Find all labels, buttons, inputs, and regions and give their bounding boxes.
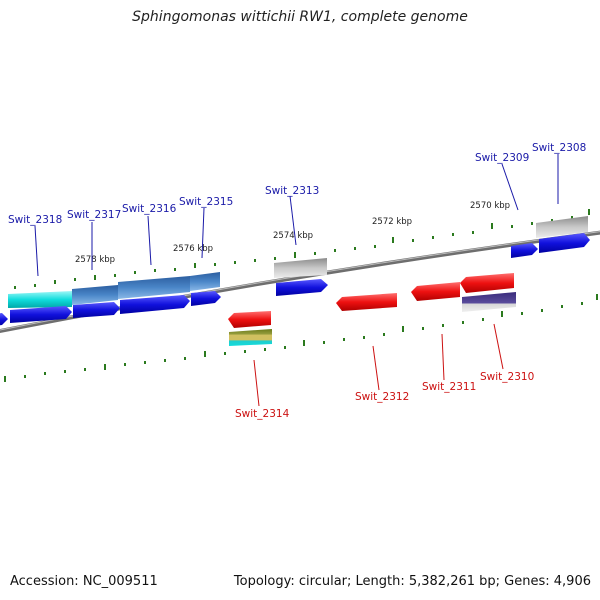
feature-swit-2317-annotation[interactable]: [72, 285, 118, 305]
feature-swit-2310-annotation[interactable]: [462, 292, 516, 312]
gene-label-swit-2314[interactable]: Swit_2314: [235, 408, 290, 420]
gene-label-swit-2310[interactable]: Swit_2310: [480, 371, 534, 383]
gene-forward-edge[interactable]: [0, 313, 8, 326]
feature-swit-2316-annotation[interactable]: [118, 276, 190, 299]
gene-swit-2313[interactable]: [276, 279, 328, 296]
genome-info-label: Topology: circular; Length: 5,382,261 bp…: [233, 574, 591, 589]
scale-label-2574: 2574 kbp: [273, 231, 313, 241]
gene-label-swit-2312[interactable]: Swit_2312: [355, 391, 409, 403]
scale-label-2570: 2570 kbp: [470, 201, 510, 211]
feature-swit-2308-annotation[interactable]: [536, 216, 588, 238]
gene-swit-2314[interactable]: [228, 311, 271, 328]
gene-label-swit-2308[interactable]: Swit_2308: [532, 142, 586, 154]
feature-track-upper: [8, 216, 588, 308]
accession-label: Accession: NC_009511: [10, 574, 158, 589]
gene-swit-2308[interactable]: [539, 233, 590, 253]
gene-swit-2312[interactable]: [336, 293, 397, 311]
scale-label-2576: 2576 kbp: [173, 244, 213, 254]
scale-label-2578: 2578 kbp: [75, 255, 115, 265]
feature-swit-2315-annotation[interactable]: [190, 272, 220, 291]
scale-label-2572: 2572 kbp: [372, 217, 412, 227]
reverse-genes: [228, 273, 514, 328]
gene-label-swit-2316[interactable]: Swit_2316: [122, 203, 177, 215]
scale-ticks-lower: [4, 294, 598, 382]
leader-lines-bottom: [253, 323, 504, 407]
gene-label-swit-2315[interactable]: Swit_2315: [179, 196, 233, 208]
gene-swit-2309[interactable]: [511, 243, 538, 258]
gene-swit-2318[interactable]: [10, 306, 72, 323]
genome-title: Sphingomonas wittichii RW1, complete gen…: [132, 9, 468, 25]
gene-swit-2317[interactable]: [73, 302, 120, 318]
feature-track-lower: [229, 292, 516, 346]
gene-label-swit-2313[interactable]: Swit_2313: [265, 185, 319, 197]
gene-label-swit-2311[interactable]: Swit_2311: [422, 381, 476, 393]
gene-label-swit-2318[interactable]: Swit_2318: [8, 214, 62, 226]
forward-genes: [0, 233, 590, 326]
feature-swit-2313-annotation[interactable]: [274, 258, 327, 278]
feature-swit-2314-annotation[interactable]: [229, 329, 272, 346]
gene-swit-2311[interactable]: [411, 282, 460, 301]
scale-ticks-upper: [14, 209, 590, 289]
gene-swit-2316[interactable]: [120, 295, 190, 314]
leader-lines-top: [34, 154, 559, 277]
gene-swit-2310[interactable]: [460, 273, 514, 293]
feature-swit-2318-annotation[interactable]: [8, 291, 72, 308]
gene-label-swit-2317[interactable]: Swit_2317: [67, 209, 121, 221]
gene-swit-2315[interactable]: [191, 291, 221, 306]
gene-label-swit-2309[interactable]: Swit_2309: [475, 152, 529, 164]
